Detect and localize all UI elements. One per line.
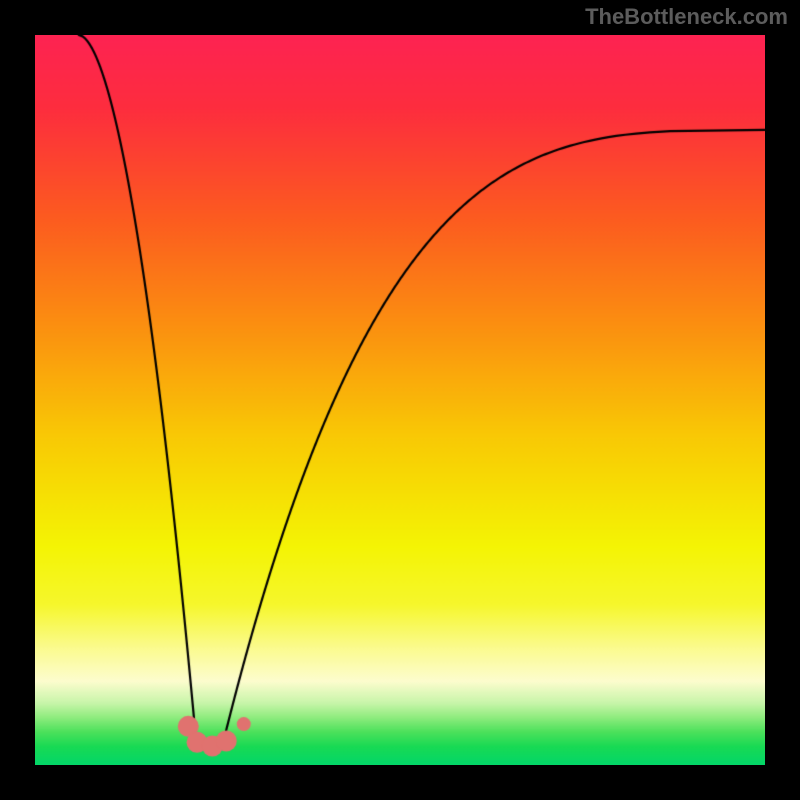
bottleneck-chart bbox=[35, 35, 765, 765]
figure-root: TheBottleneck.com bbox=[0, 0, 800, 800]
watermark-label: TheBottleneck.com bbox=[585, 4, 788, 30]
